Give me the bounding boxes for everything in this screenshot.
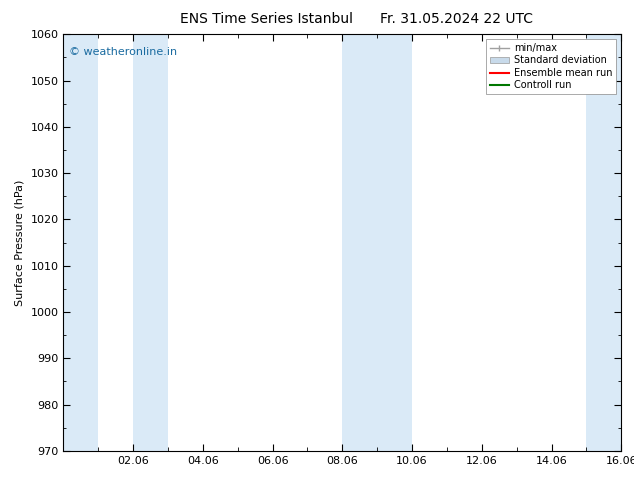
Bar [377,34,412,451]
Bar [133,34,168,451]
Bar [586,34,634,451]
Bar [63,34,98,451]
Legend: min/max, Standard deviation, Ensemble mean run, Controll run: min/max, Standard deviation, Ensemble me… [486,39,616,94]
Text: © weatheronline.in: © weatheronline.in [69,47,177,57]
Y-axis label: Surface Pressure (hPa): Surface Pressure (hPa) [15,179,25,306]
Text: Fr. 31.05.2024 22 UTC: Fr. 31.05.2024 22 UTC [380,12,533,26]
Bar [342,34,377,451]
Text: ENS Time Series Istanbul: ENS Time Series Istanbul [180,12,353,26]
